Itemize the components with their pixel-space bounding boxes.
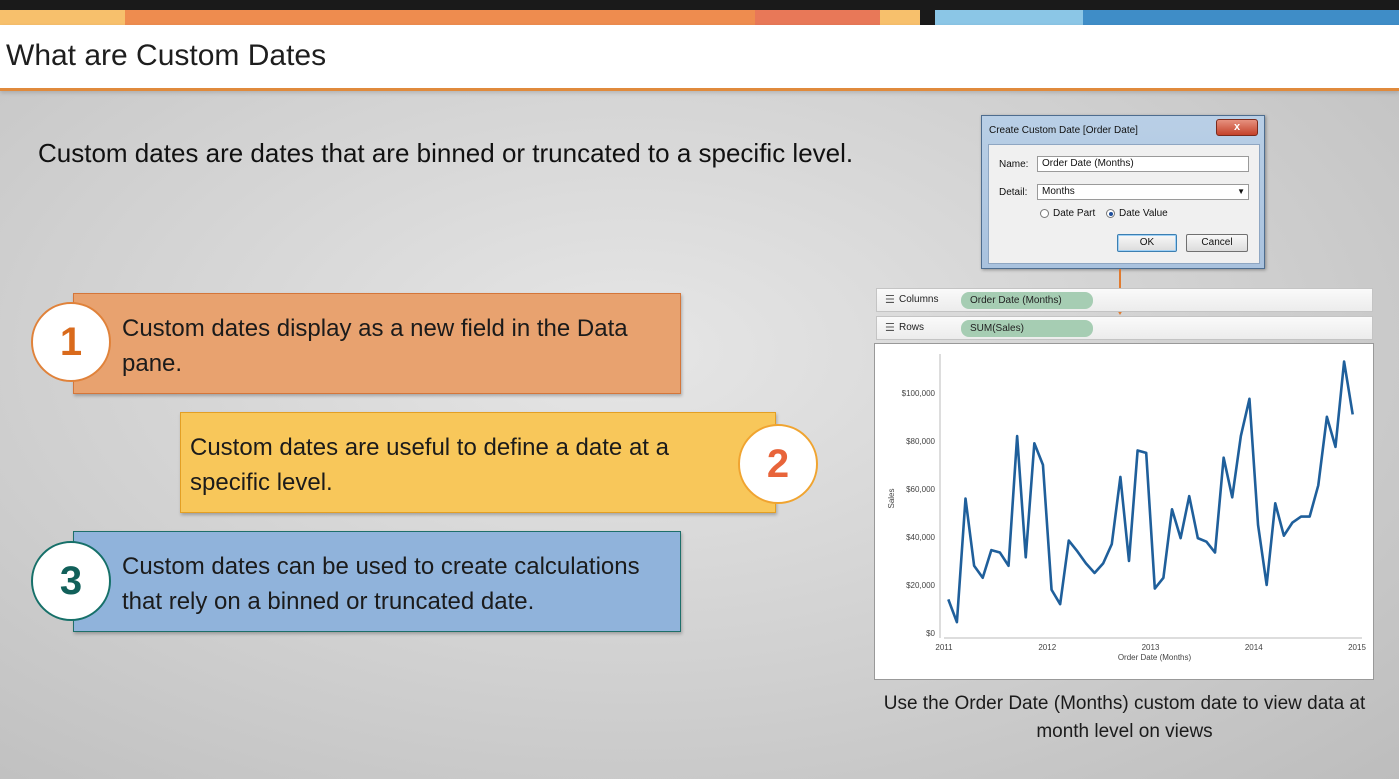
sales-chart: $0 $20,000 $40,000 $60,000 $80,000 $100,000 20… (874, 343, 1374, 680)
title-bar: What are Custom Dates (0, 25, 1399, 91)
cancel-button[interactable]: Cancel (1186, 234, 1248, 252)
top-banner (0, 0, 1399, 25)
y-tick-label: $0 (926, 629, 935, 638)
x-icon[interactable]: x (1216, 119, 1258, 136)
ok-button[interactable]: OK (1117, 234, 1177, 252)
y-tick-label: $80,000 (906, 437, 935, 446)
x-tick-label: 2014 (1245, 643, 1263, 652)
banner-stripe-blue (1083, 10, 1399, 25)
y-axis-label: Sales (887, 488, 896, 508)
radio-date-value[interactable] (1106, 209, 1115, 218)
banner-stripe-orange (125, 10, 755, 25)
name-label: Name: (999, 159, 1029, 170)
sum-sales-pill[interactable]: SUM(Sales) (961, 320, 1093, 337)
callout-1-text: Custom dates display as a new field in t… (122, 315, 628, 377)
page-title: What are Custom Dates (6, 39, 327, 72)
callout-number-3: 3 (31, 541, 111, 621)
intro-text: Custom dates are dates that are binned o… (38, 138, 854, 168)
x-tick-label: 2012 (1038, 643, 1056, 652)
rows-shelf: ☰ Rows SUM(Sales) (876, 316, 1373, 340)
create-custom-date-dialog: Create Custom Date [Order Date] x Name: … (981, 115, 1265, 269)
detail-select-value: Months (1042, 186, 1075, 197)
banner-stripe-amber (880, 10, 920, 25)
y-tick-label: $20,000 (906, 581, 935, 590)
callout-3: Custom dates can be used to create calcu… (73, 531, 681, 632)
columns-shelf: ☰ Columns Order Date (Months) (876, 288, 1373, 312)
banner-stripe-light-blue (935, 10, 1083, 25)
sales-line-chart: $0 $20,000 $40,000 $60,000 $80,000 $100,000 20… (887, 354, 1366, 662)
callout-3-text: Custom dates can be used to create calcu… (122, 553, 640, 615)
y-tick-label: $40,000 (906, 533, 935, 542)
y-tick-label: $100,000 (902, 389, 936, 398)
radio-date-part-label: Date Part (1053, 208, 1096, 219)
y-tick-label: $60,000 (906, 485, 935, 494)
chart-caption: Use the Order Date (Months) custom date … (883, 693, 1366, 742)
columns-label: Columns (899, 294, 939, 305)
x-tick-label: 2011 (935, 643, 953, 652)
detail-label: Detail: (999, 187, 1028, 198)
chevron-down-icon: ▼ (1237, 187, 1245, 196)
callout-2: Custom dates are useful to define a date… (180, 412, 776, 513)
x-tick-label: 2015 (1348, 643, 1366, 652)
dialog-body: Name: Order Date (Months) Detail: Months… (988, 144, 1260, 264)
banner-stripe-orange (0, 10, 125, 25)
detail-select[interactable]: Months ▼ (1037, 184, 1249, 200)
callout-2-text: Custom dates are useful to define a date… (190, 434, 669, 496)
columns-icon: ☰ (885, 294, 895, 306)
callout-number-2: 2 (738, 424, 818, 504)
radio-date-part[interactable] (1040, 209, 1049, 218)
radio-date-value-label: Date Value (1119, 208, 1168, 219)
sales-series-line (947, 360, 1354, 624)
banner-stripe-red (755, 10, 880, 25)
dialog-title: Create Custom Date [Order Date] (989, 125, 1138, 136)
x-axis-label: Order Date (Months) (1118, 653, 1192, 662)
rows-label: Rows (899, 322, 925, 333)
order-date-months-pill[interactable]: Order Date (Months) (961, 292, 1093, 309)
callout-number-1: 1 (31, 302, 111, 382)
rows-icon: ☰ (885, 322, 895, 334)
x-tick-label: 2013 (1142, 643, 1160, 652)
name-input[interactable]: Order Date (Months) (1037, 156, 1249, 172)
callout-1: Custom dates display as a new field in t… (73, 293, 681, 394)
